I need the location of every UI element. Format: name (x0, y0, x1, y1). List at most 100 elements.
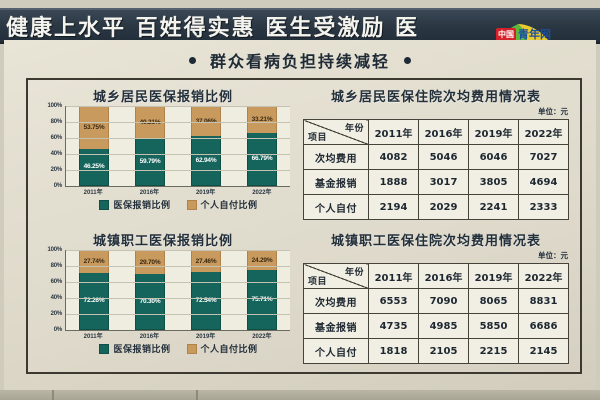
table-cell: 8831 (518, 288, 569, 314)
table-employees: 年份 项目 2011年 2016年 2019年 2022年 次均费用 6553 7090 8065… (303, 263, 569, 364)
table-corner-cell: 年份项目 (303, 263, 369, 289)
y-axis-tick: 60% (50, 135, 63, 141)
ground-strip (0, 390, 600, 400)
y-axis-tick: 100% (47, 247, 62, 253)
chart-residents-legend: 医保报销比例 个人自付比例 (65, 198, 292, 211)
table-panel-employees: 城镇职工医保住院次均费用情况表 单位：元 年份 项目 2011年 2016年 2019年… (298, 230, 574, 372)
table-cell: 8065 (468, 288, 519, 314)
table-column-header: 2022年 (518, 263, 569, 289)
y-axis-tick: 80% (50, 263, 63, 269)
table-header-row: 年份 项目 2011年 2016年 2019年 2022年 (303, 119, 569, 145)
bar-segment-reimbursement: 70.30% (135, 274, 165, 330)
bar-segment-self-pay: 37.06% (191, 106, 221, 136)
chart-employees-legend: 医保报销比例 个人自付比例 (65, 342, 292, 355)
bar-group: 27.74% 72.26% (79, 250, 109, 330)
bar-segment-reimbursement: 46.25% (79, 148, 109, 186)
bar-label: 24.29% (251, 256, 273, 264)
table-column-header: 2011年 (368, 263, 419, 289)
bar-label: 37.06% (196, 118, 217, 125)
legend-item: 医保报销比例 (99, 342, 170, 355)
chart-panel-residents: 城乡居民医保报销比例 0% 20% 40% 60% 80% 100% 53.75% 46.2… (34, 86, 292, 228)
table-column-header: 2011年 (368, 119, 419, 145)
corner-item-label: 项目 (308, 133, 328, 143)
legend-swatch (186, 199, 197, 210)
legend-label: 个人自付比例 (200, 201, 258, 211)
bar-label: 66.79% (251, 155, 273, 163)
watermark-site-cn: 青年网 (518, 29, 551, 41)
y-axis-tick: 40% (50, 151, 63, 157)
bar-label: 62.94% (195, 156, 217, 164)
table-cell: 2029 (418, 194, 469, 220)
table-cell: 4082 (368, 144, 419, 170)
table-cell: 4694 (518, 169, 569, 195)
bar-segment-self-pay: 53.75% (79, 106, 109, 149)
corner-year-label: 年份 (344, 268, 364, 278)
top-banner: 健康上水平 百姓得实惠 医生受激励 医 (0, 8, 600, 44)
bar-label: 70.30% (139, 298, 161, 306)
bullet-dot-left-icon (188, 56, 196, 64)
corner-item-label: 项目 (308, 277, 328, 287)
bar-segment-self-pay: 27.46% (191, 250, 221, 273)
x-axis-tick: 2016年 (139, 334, 160, 340)
bar-label: 59.79% (139, 158, 161, 166)
x-axis-tick: 2022年 (252, 190, 272, 196)
legend-swatch (99, 199, 110, 210)
legend-label: 医保报销比例 (113, 201, 171, 211)
table-row-header: 个人自付 (303, 338, 369, 364)
board-subtitle-text: 群众看病负担持续减轻 (209, 52, 390, 71)
banner-headline: 健康上水平 百姓得实惠 医生受激励 医 (6, 16, 419, 41)
chart-employees-plot: 27.74% 72.26% 29.70% 70.30% 27.46% 72.54% 24.2… (65, 250, 290, 331)
x-axis-tick: 2022年 (252, 334, 272, 340)
grid-line (66, 282, 290, 283)
bar-label: 75.71% (251, 295, 273, 303)
chart-residents-plot: 53.75% 46.25% 40.21%59.79% 37.06% 62.94% 33.2… (65, 106, 290, 187)
bar-label: 27.74% (83, 258, 105, 266)
watermark-cn-name: 中国 青年网 (496, 26, 551, 42)
chart-residents: 0% 20% 40% 60% 80% 100% 53.75% 46.25% 40.21%59.… (38, 103, 292, 211)
table-row: 次均费用 4082 5046 6046 7027 (303, 144, 569, 170)
table-cell: 1818 (368, 338, 419, 364)
table-panel-residents: 城乡居民医保住院次均费用情况表 单位：元 年份 项目 2011年 2016年 2019年… (298, 86, 574, 228)
table-row-header: 次均费用 (303, 288, 369, 314)
table-header-row: 年份 项目 2011年 2016年 2019年 2022年 (303, 263, 569, 289)
chart-employees: 0% 20% 40% 60% 80% 100% 27.74% 72.26% 29.70% 70.… (38, 247, 292, 355)
legend-item: 医保报销比例 (99, 198, 170, 211)
bar-segment-reimbursement: 59.79% (135, 138, 165, 186)
table-cell: 3805 (468, 169, 519, 195)
bar-label: 27.46% (195, 258, 217, 266)
table-cell: 2241 (468, 194, 519, 220)
table-column-header: 2016年 (418, 119, 469, 145)
table-cell: 4735 (368, 313, 419, 339)
table-cell: 4985 (418, 313, 469, 339)
table-column-header: 2022年 (518, 119, 569, 145)
corner-year-label: 年份 (344, 124, 364, 134)
table-cell: 6686 (518, 313, 569, 339)
table-title-residents: 城乡居民医保住院次均费用情况表 (330, 90, 541, 105)
chart-title-employees: 城镇职工医保报销比例 (92, 234, 233, 249)
table-cell: 2215 (468, 338, 519, 364)
display-board: 群众看病负担持续减轻 城乡居民医保报销比例 0% 20% 40% 60% 80% 100%… (4, 40, 596, 392)
bar-segment-reimbursement: 62.94% (191, 135, 221, 186)
table-cell: 2145 (518, 338, 569, 364)
grid-line (66, 170, 290, 171)
table-title-employees: 城镇职工医保住院次均费用情况表 (330, 234, 541, 249)
table-row-header: 基金报销 (303, 169, 369, 195)
table-column-header: 2016年 (418, 263, 469, 289)
table-row-header: 基金报销 (303, 313, 369, 339)
bar-group: 40.21%59.79% (135, 106, 165, 186)
board-leg-left (52, 390, 54, 400)
bar-group: 27.46% 72.54% (191, 250, 221, 330)
table-column-header: 2019年 (468, 263, 519, 289)
table-cell: 7090 (418, 288, 469, 314)
bar-segment-reimbursement: 75.71% (247, 269, 277, 330)
chart-residents-bars: 53.75% 46.25% 40.21%59.79% 37.06% 62.94% 33.2… (66, 106, 290, 186)
y-axis-tick: 0% (53, 327, 62, 333)
table-cell: 7027 (518, 144, 569, 170)
chart-employees-x-axis: 2011年 2016年 2019年 2022年 (65, 331, 290, 340)
bar-group: 33.21% 66.79% (247, 106, 277, 186)
table-cell: 6046 (468, 144, 519, 170)
bar-group: 29.70% 70.30% (135, 250, 165, 330)
board-leg-right (196, 390, 198, 400)
chart-title-residents: 城乡居民医保报销比例 (92, 90, 233, 105)
bar-group: 24.29% 75.71% (247, 250, 277, 330)
